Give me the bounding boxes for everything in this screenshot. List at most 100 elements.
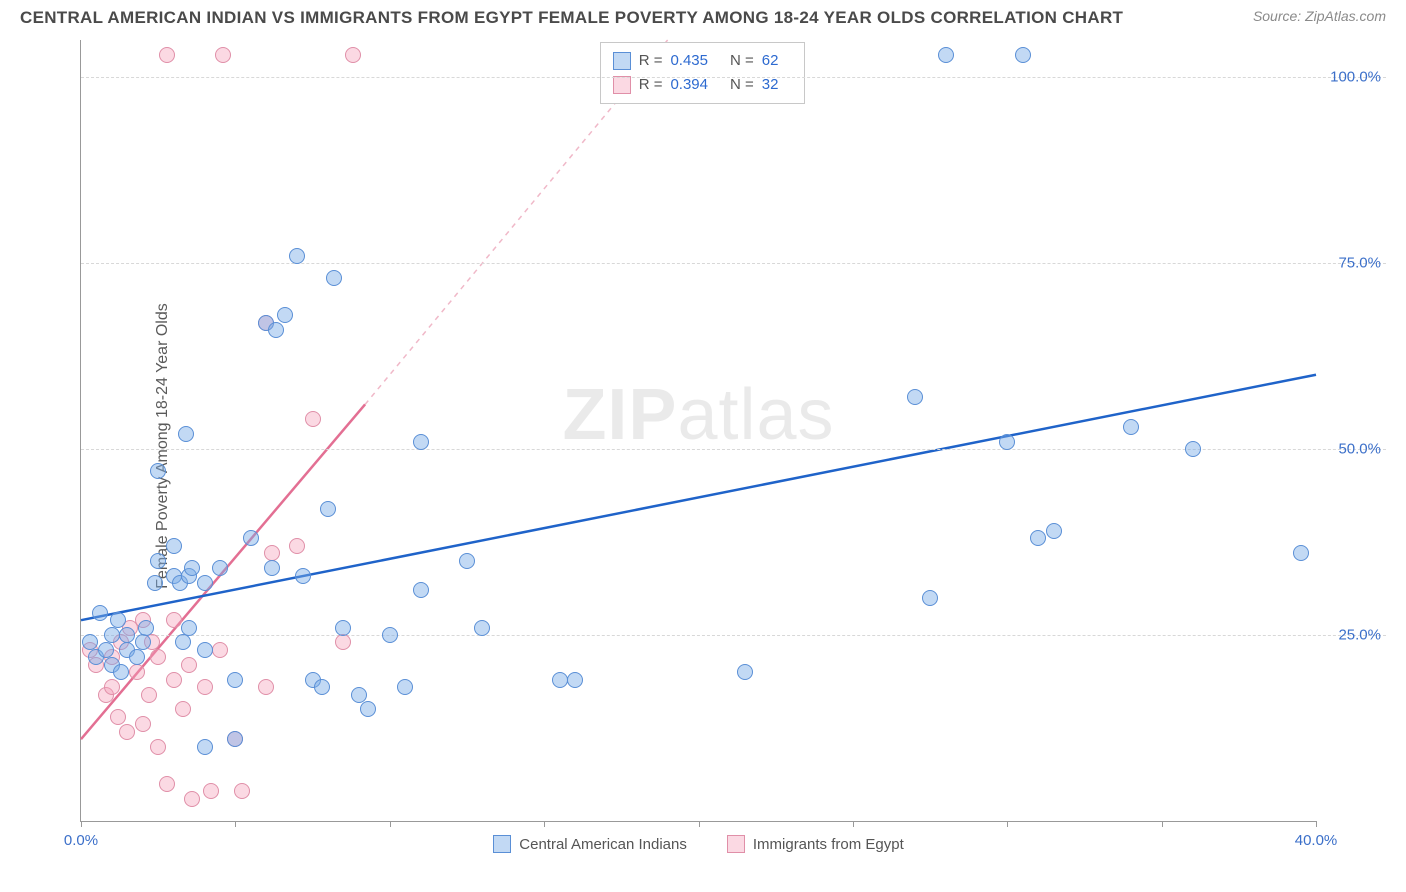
- data-point-blue: [397, 679, 413, 695]
- data-point-blue: [326, 270, 342, 286]
- x-tick: [544, 821, 545, 827]
- data-point-blue: [147, 575, 163, 591]
- data-point-pink: [159, 776, 175, 792]
- data-point-blue: [277, 307, 293, 323]
- chart-container: Female Poverty Among 18-24 Year Olds ZIP…: [50, 40, 1386, 852]
- watermark: ZIPatlas: [562, 374, 834, 456]
- y-tick-label: 100.0%: [1330, 69, 1381, 86]
- swatch-pink-icon: [727, 835, 745, 853]
- x-tick: [699, 821, 700, 827]
- gridline: [81, 77, 1386, 78]
- data-point-blue: [264, 560, 280, 576]
- data-point-blue: [104, 627, 120, 643]
- data-point-blue: [320, 501, 336, 517]
- data-point-blue: [999, 434, 1015, 450]
- x-tick: [235, 821, 236, 827]
- x-tick: [853, 821, 854, 827]
- data-point-blue: [150, 553, 166, 569]
- data-point-blue: [382, 627, 398, 643]
- stats-box: R = 0.435 N = 62 R = 0.394 N = 32: [600, 42, 806, 104]
- gridline: [81, 635, 1386, 636]
- x-tick: [1162, 821, 1163, 827]
- data-point-blue: [197, 642, 213, 658]
- data-point-pink: [212, 642, 228, 658]
- data-point-pink: [258, 679, 274, 695]
- y-tick-label: 25.0%: [1338, 627, 1381, 644]
- data-point-blue: [227, 731, 243, 747]
- page-title: CENTRAL AMERICAN INDIAN VS IMMIGRANTS FR…: [20, 8, 1123, 28]
- data-point-blue: [175, 634, 191, 650]
- data-point-blue: [938, 47, 954, 63]
- data-point-blue: [119, 627, 135, 643]
- data-point-pink: [150, 739, 166, 755]
- data-point-pink: [129, 664, 145, 680]
- legend-label: Immigrants from Egypt: [753, 836, 904, 853]
- x-tick: [1316, 821, 1317, 827]
- data-point-blue: [1123, 419, 1139, 435]
- data-point-pink: [166, 612, 182, 628]
- data-point-blue: [138, 620, 154, 636]
- data-point-pink: [264, 545, 280, 561]
- data-point-pink: [175, 701, 191, 717]
- legend-label: Central American Indians: [519, 836, 687, 853]
- data-point-blue: [413, 582, 429, 598]
- x-tick-label: 40.0%: [1295, 832, 1338, 849]
- data-point-blue: [1046, 523, 1062, 539]
- y-tick-label: 50.0%: [1338, 441, 1381, 458]
- data-point-blue: [181, 620, 197, 636]
- scatter-plot: ZIPatlas R = 0.435 N = 62 R = 0.394 N = …: [80, 40, 1316, 822]
- data-point-pink: [345, 47, 361, 63]
- data-point-pink: [150, 649, 166, 665]
- data-point-blue: [92, 605, 108, 621]
- data-point-blue: [295, 568, 311, 584]
- data-point-pink: [119, 724, 135, 740]
- swatch-blue-icon: [493, 835, 511, 853]
- data-point-pink: [166, 672, 182, 688]
- data-point-blue: [335, 620, 351, 636]
- data-point-blue: [129, 649, 145, 665]
- data-point-pink: [181, 657, 197, 673]
- data-point-blue: [1185, 441, 1201, 457]
- legend: Central American Indians Immigrants from…: [81, 835, 1316, 853]
- x-tick: [81, 821, 82, 827]
- data-point-blue: [166, 538, 182, 554]
- data-point-blue: [1293, 545, 1309, 561]
- data-point-pink: [197, 679, 213, 695]
- data-point-blue: [212, 560, 228, 576]
- data-point-blue: [314, 679, 330, 695]
- data-point-pink: [184, 791, 200, 807]
- data-point-blue: [922, 590, 938, 606]
- y-tick-label: 75.0%: [1338, 255, 1381, 272]
- data-point-blue: [184, 560, 200, 576]
- swatch-pink-icon: [613, 76, 631, 94]
- data-point-blue: [360, 701, 376, 717]
- data-point-blue: [98, 642, 114, 658]
- data-point-pink: [203, 783, 219, 799]
- x-tick-label: 0.0%: [64, 832, 98, 849]
- gridline: [81, 263, 1386, 264]
- data-point-blue: [907, 389, 923, 405]
- stat-r-label: R =: [639, 49, 663, 73]
- data-point-pink: [159, 47, 175, 63]
- stat-row-blue: R = 0.435 N = 62: [613, 49, 793, 73]
- legend-item-blue: Central American Indians: [493, 835, 687, 853]
- data-point-blue: [289, 248, 305, 264]
- data-point-blue: [1030, 530, 1046, 546]
- data-point-blue: [178, 426, 194, 442]
- stat-n-blue: 62: [762, 49, 779, 73]
- data-point-blue: [413, 434, 429, 450]
- data-point-blue: [552, 672, 568, 688]
- data-point-blue: [268, 322, 284, 338]
- data-point-pink: [335, 634, 351, 650]
- data-point-blue: [351, 687, 367, 703]
- data-point-pink: [104, 679, 120, 695]
- x-tick: [1007, 821, 1008, 827]
- data-point-pink: [234, 783, 250, 799]
- data-point-blue: [1015, 47, 1031, 63]
- legend-item-pink: Immigrants from Egypt: [727, 835, 904, 853]
- data-point-blue: [197, 575, 213, 591]
- x-tick: [390, 821, 391, 827]
- data-point-blue: [567, 672, 583, 688]
- data-point-blue: [113, 664, 129, 680]
- data-point-blue: [243, 530, 259, 546]
